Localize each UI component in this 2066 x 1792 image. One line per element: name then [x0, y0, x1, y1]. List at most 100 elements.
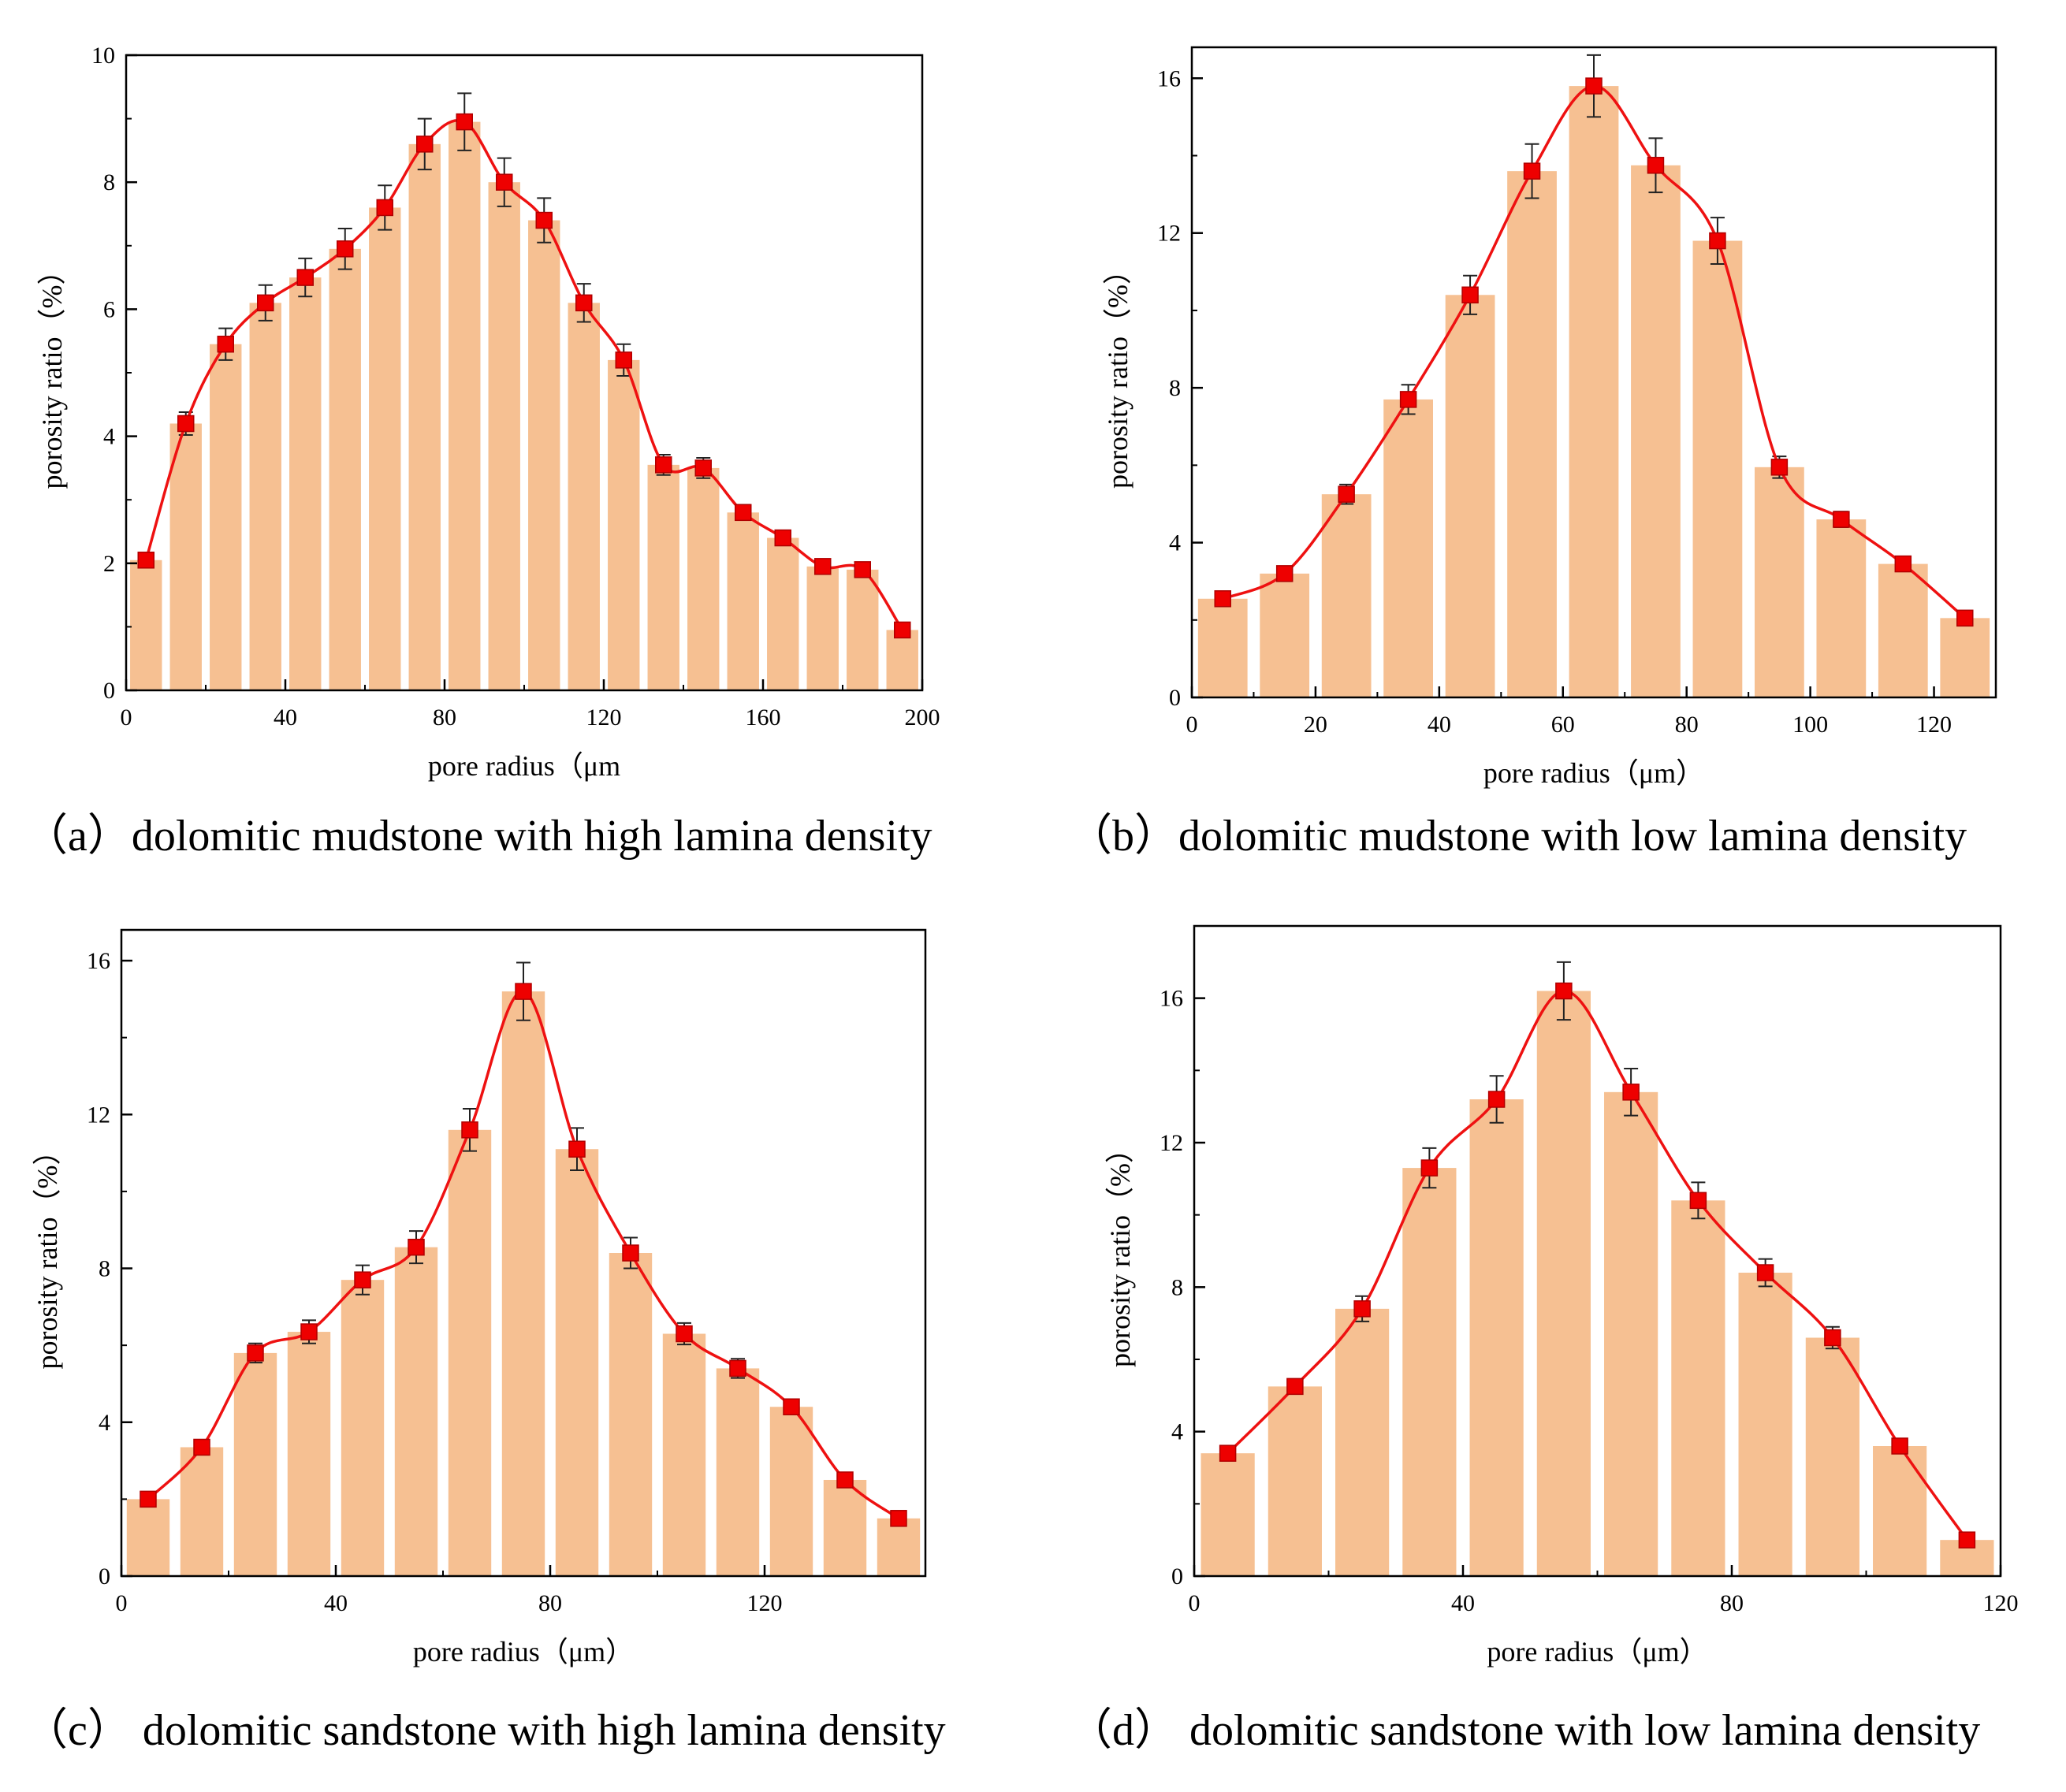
data-point: [1958, 1531, 1976, 1548]
data-point: [655, 456, 672, 474]
bar: [727, 512, 759, 690]
bar: [1536, 991, 1591, 1576]
bar: [289, 277, 322, 691]
y-tick-label: 8: [1171, 1274, 1183, 1300]
data-point: [1399, 391, 1417, 408]
data-point: [337, 240, 354, 258]
data-point: [890, 1510, 907, 1527]
bar: [1445, 295, 1495, 697]
data-point: [854, 561, 871, 578]
data-point: [735, 504, 752, 522]
bar: [806, 566, 839, 690]
data-point: [568, 1140, 586, 1158]
bar: [488, 182, 520, 690]
x-tick-label: 160: [746, 705, 781, 731]
data-point: [1756, 1264, 1774, 1281]
x-axis-label: pore radius（μm）: [1483, 757, 1704, 789]
bar: [1692, 240, 1743, 697]
x-tick-label: 0: [1189, 1590, 1201, 1616]
data-point: [676, 1325, 693, 1343]
bar: [408, 143, 441, 691]
data-point: [1487, 1091, 1506, 1108]
caption-c: （c） dolomitic sandstone with high lamina…: [24, 1706, 946, 1755]
data-point: [461, 1121, 478, 1139]
data-point: [217, 335, 234, 353]
data-point: [1275, 565, 1294, 582]
y-tick-label: 4: [1171, 1419, 1183, 1445]
x-tick-label: 40: [274, 705, 297, 731]
x-tick-label: 120: [586, 705, 622, 731]
x-tick-label: 120: [747, 1590, 783, 1616]
bar: [329, 248, 361, 691]
bar: [449, 121, 481, 690]
bar: [1569, 86, 1619, 698]
x-axis-label: pore radius（μm）: [413, 1636, 634, 1667]
data-point: [814, 558, 832, 575]
bar: [1604, 1091, 1658, 1576]
data-point: [535, 211, 553, 229]
x-tick-label: 120: [1916, 712, 1952, 738]
caption-d: （d） dolomitic sandstone with low lamina …: [1068, 1706, 1981, 1755]
data-point: [575, 294, 593, 312]
data-point: [300, 1323, 318, 1340]
bar: [210, 344, 242, 690]
bar: [1201, 1453, 1255, 1576]
bar: [1383, 399, 1433, 697]
x-tick-label: 0: [121, 705, 132, 731]
y-tick-label: 8: [1169, 375, 1181, 401]
y-tick-label: 4: [99, 1410, 110, 1436]
data-point: [729, 1359, 746, 1377]
bar: [1335, 1308, 1390, 1576]
x-tick-label: 80: [1720, 1590, 1744, 1616]
bar: [568, 303, 600, 690]
bar: [180, 1447, 224, 1576]
x-tick-label: 80: [1675, 712, 1699, 738]
bar: [233, 1352, 277, 1576]
data-point: [1647, 157, 1665, 174]
data-point: [1214, 590, 1231, 608]
bar: [1878, 563, 1928, 697]
bar: [1805, 1337, 1859, 1576]
bar: [647, 464, 679, 690]
data-point: [1894, 555, 1912, 573]
bar: [886, 630, 918, 690]
bar: [1671, 1200, 1725, 1576]
bar: [126, 1499, 170, 1576]
y-axis-label: porosity ratio（%）: [1102, 256, 1134, 489]
bar: [1816, 519, 1867, 697]
bar: [1197, 598, 1248, 697]
data-point: [416, 136, 434, 153]
data-point: [515, 983, 532, 1000]
x-tick-label: 80: [538, 1590, 562, 1616]
y-axis-label: porosity ratio（%）: [32, 1137, 63, 1370]
y-tick-label: 0: [1169, 685, 1181, 711]
data-point: [177, 415, 195, 433]
bar: [249, 303, 281, 690]
y-tick-label: 16: [1160, 986, 1183, 1012]
x-tick-label: 100: [1792, 712, 1828, 738]
y-tick-label: 8: [103, 169, 115, 195]
y-tick-label: 10: [91, 43, 115, 69]
data-point: [894, 621, 911, 639]
plot-frame: [120, 928, 927, 1578]
data-point: [1555, 982, 1573, 1000]
y-tick-label: 0: [103, 678, 115, 704]
y-tick-label: 4: [1169, 530, 1181, 556]
data-point: [137, 552, 154, 569]
data-point: [1689, 1192, 1707, 1210]
caption-b: （b）dolomitic mudstone with low lamina de…: [1068, 812, 1967, 861]
data-point: [1420, 1159, 1439, 1177]
data-point: [296, 269, 314, 286]
bar: [847, 569, 879, 690]
series-line: [144, 119, 904, 631]
data-point: [247, 1344, 264, 1362]
bar: [877, 1518, 921, 1576]
y-axis-label: porosity ratio（%）: [1104, 1135, 1136, 1367]
y-tick-label: 2: [103, 551, 115, 577]
data-point: [1824, 1329, 1841, 1347]
caption-a: （a）dolomitic mudstone with high lamina d…: [24, 812, 932, 861]
y-tick-label: 16: [87, 948, 110, 974]
